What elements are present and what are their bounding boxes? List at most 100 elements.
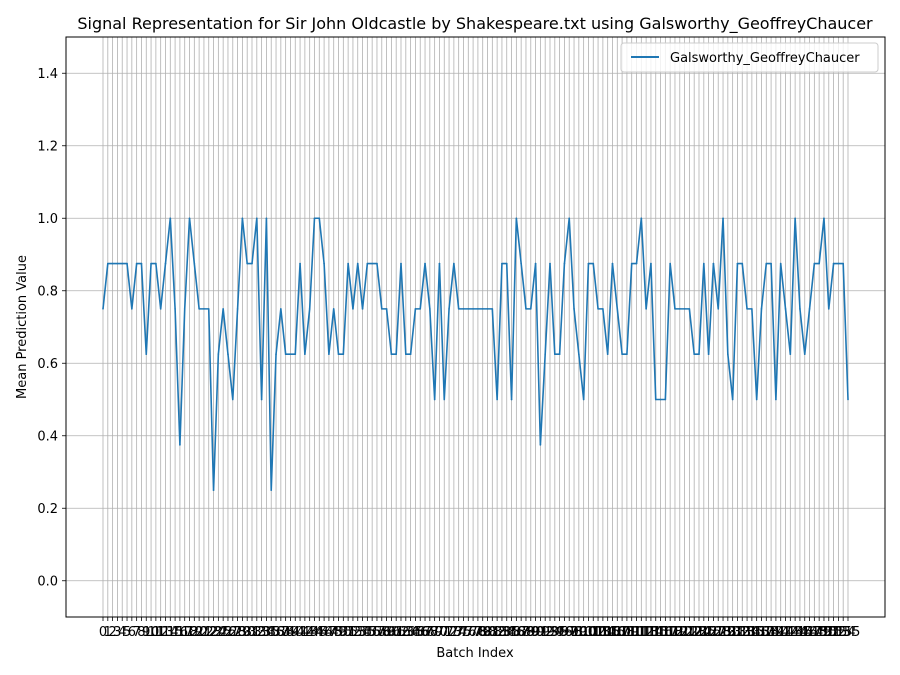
data-point: [717, 308, 720, 310]
x-tick-label: 5: [123, 625, 131, 640]
data-point: [251, 262, 253, 265]
x-tick-label: 153: [826, 625, 851, 640]
y-axis-label: Mean Prediction Value: [15, 255, 30, 399]
data-point: [650, 262, 652, 265]
x-tick-label: 74: [450, 625, 467, 640]
data-point: [722, 217, 724, 220]
x-tick-label: 23: [205, 625, 222, 640]
data-point: [669, 262, 671, 265]
x-tick-label: 97: [561, 625, 578, 640]
x-tick-label: 6: [128, 625, 136, 640]
data-point: [332, 308, 335, 310]
data-point: [472, 308, 474, 310]
data-point: [688, 308, 691, 310]
x-tick-label: 22: [200, 625, 217, 640]
x-tick-label: 17: [176, 625, 193, 640]
x-tick-label: 21: [196, 625, 213, 640]
x-tick-label: 90: [527, 625, 544, 640]
data-point: [789, 353, 792, 355]
data-point: [477, 308, 479, 310]
data-point: [405, 353, 407, 355]
data-point: [746, 308, 748, 310]
data-point: [703, 262, 705, 265]
data-point: [150, 262, 152, 265]
x-tick-label: 27: [225, 625, 242, 640]
data-point: [568, 217, 571, 220]
x-tick-label: 113: [634, 625, 659, 640]
x-tick-label: 7: [133, 625, 141, 640]
x-tick-label: 59: [378, 625, 395, 640]
x-tick-label: 104: [590, 625, 615, 640]
x-tick-label: 108: [610, 625, 635, 640]
data-point: [486, 308, 489, 310]
x-tick-label: 30: [239, 625, 256, 640]
data-point: [366, 262, 369, 265]
data-point: [597, 308, 599, 310]
x-tick-label: 94: [547, 625, 564, 640]
data-point: [481, 308, 484, 310]
x-tick-label: 32: [249, 625, 266, 640]
data-point: [558, 353, 561, 355]
x-tick-label: 106: [600, 625, 625, 640]
data-point: [775, 398, 777, 401]
x-tick-label: 151: [816, 625, 841, 640]
x-tick-label: 20: [191, 625, 208, 640]
x-tick-label: 53: [349, 625, 366, 640]
x-tick-label: 68: [422, 625, 439, 640]
y-tick-label: 0.4: [37, 429, 58, 444]
data-point: [390, 353, 393, 355]
x-tick-label: 41: [292, 625, 309, 640]
x-tick-label: 149: [807, 625, 832, 640]
x-tick-label: 43: [301, 625, 318, 640]
data-point: [626, 353, 628, 355]
data-point: [501, 262, 503, 265]
data-point: [549, 262, 551, 265]
data-point: [664, 398, 667, 401]
data-point: [356, 262, 359, 265]
x-tick-label: 4: [118, 625, 126, 640]
x-tick-label: 77: [465, 625, 482, 640]
x-tick-label: 143: [778, 625, 803, 640]
series-line: [102, 217, 849, 491]
data-point: [529, 308, 532, 310]
data-point: [308, 308, 311, 310]
data-point: [751, 308, 753, 310]
legend: Galsworthy_GeoffreyChaucer: [620, 42, 879, 73]
x-tick-label: 141: [768, 625, 793, 640]
x-tick-label: 11: [148, 625, 165, 640]
data-point: [135, 262, 138, 265]
x-tick-label: 48: [325, 625, 342, 640]
data-point: [169, 217, 172, 220]
x-tick-label: 45: [311, 625, 328, 640]
x-tick-label: 154: [831, 625, 856, 640]
x-tick-label: 109: [614, 625, 639, 640]
x-tick-label: 57: [369, 625, 386, 640]
x-tick-label: 137: [749, 625, 774, 640]
data-point: [616, 308, 619, 310]
x-tick-label: 75: [455, 625, 472, 640]
x-tick-label: 47: [321, 625, 338, 640]
x-tick-label: 122: [677, 625, 702, 640]
x-tick-label: 29: [234, 625, 251, 640]
x-tick-label: 55: [359, 625, 376, 640]
data-point: [265, 217, 268, 220]
x-tick-label: 116: [648, 625, 673, 640]
data-point: [640, 217, 643, 220]
x-tick-label: 145: [788, 625, 813, 640]
x-tick-label: 63: [398, 625, 415, 640]
x-tick-label: 62: [393, 625, 410, 640]
data-point: [313, 217, 316, 220]
x-tick-label: 107: [605, 625, 630, 640]
data-point: [602, 308, 604, 310]
x-tick-label: 64: [402, 625, 419, 640]
x-tick-label: 76: [460, 625, 477, 640]
y-axis-ticks: 0.0 0.2 0.4 0.6 0.8 1.0 1.2 1.4: [37, 67, 66, 589]
x-tick-label: 24: [210, 625, 227, 640]
x-tick-label: 110: [619, 625, 644, 640]
data-point: [554, 353, 556, 355]
x-tick-label: 2: [108, 625, 116, 640]
x-tick-label: 101: [576, 625, 601, 640]
x-tick-label: 139: [759, 625, 784, 640]
data-point: [246, 262, 248, 265]
